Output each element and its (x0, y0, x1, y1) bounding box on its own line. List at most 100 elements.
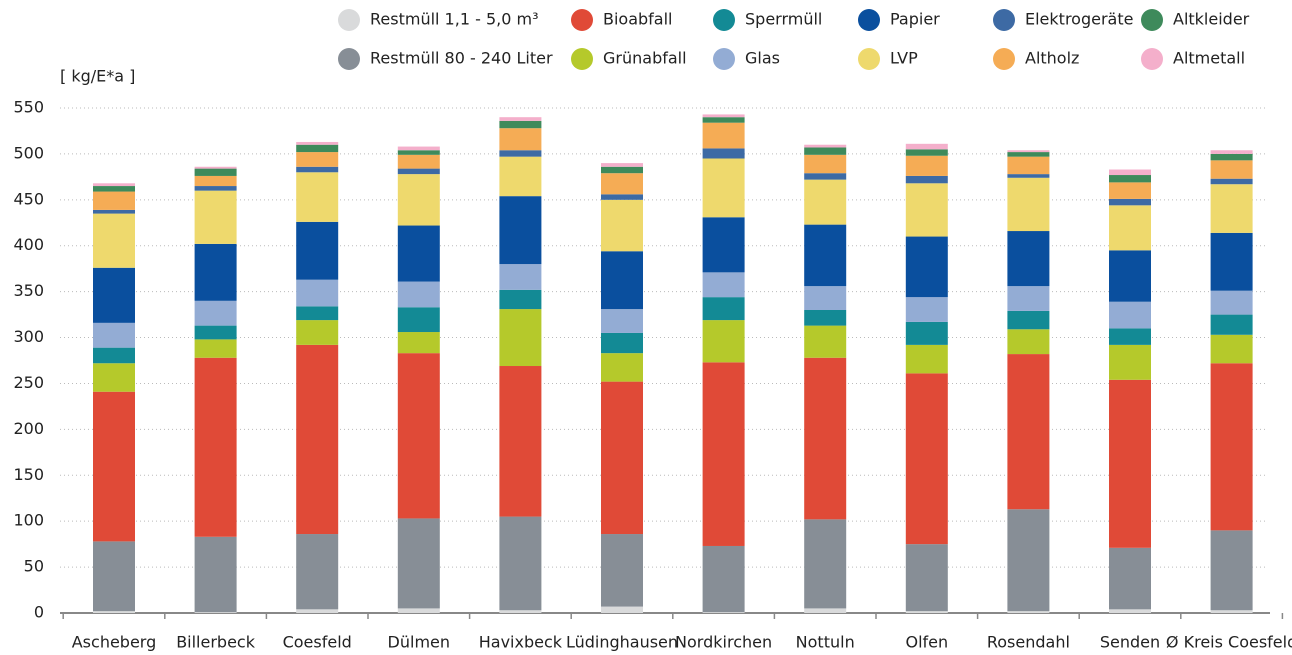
bar-segment (194, 166, 237, 169)
bar-segment (1109, 547, 1151, 610)
x-tick-label: Rosendahl (987, 633, 1070, 652)
bar-segment (804, 608, 847, 613)
bar-segment (905, 236, 948, 298)
bar-segment (499, 309, 542, 367)
bar-segment (1210, 290, 1253, 315)
legend-label: Sperrmüll (745, 10, 822, 29)
x-tick-label: Ø Kreis Coesfeld (1166, 633, 1292, 652)
bar-segment (93, 191, 135, 210)
bar-segment (601, 534, 643, 607)
bar-segment (1109, 182, 1151, 199)
bar-segment (194, 357, 237, 537)
y-tick-label: 550 (13, 98, 44, 117)
bar-segment (499, 196, 542, 265)
bar-segment (93, 213, 135, 268)
x-tick-label: Coesfeld (283, 633, 352, 652)
bar-segment (905, 373, 948, 545)
bar-segment (397, 608, 440, 613)
bar-segment (296, 306, 339, 321)
bar-segment (905, 155, 948, 176)
bar-segment (499, 516, 542, 611)
bar-segment (1109, 301, 1151, 329)
legend-swatch (338, 9, 360, 31)
legend-swatch (338, 48, 360, 70)
bar-segment (804, 154, 847, 174)
y-tick-label: 500 (13, 143, 44, 162)
bar-segment (905, 183, 948, 237)
legend-swatch (858, 9, 880, 31)
bar-segment (397, 225, 440, 282)
bar-segment (702, 158, 745, 218)
bar-segment (601, 381, 643, 535)
bar-segment (296, 152, 339, 167)
bar-segment (499, 117, 542, 121)
y-tick-label: 350 (13, 281, 44, 300)
y-tick-label: 0 (34, 603, 44, 622)
legend-label: Papier (890, 10, 940, 29)
legend-swatch (713, 48, 735, 70)
bar-segment (296, 144, 339, 153)
bar-segment (905, 297, 948, 322)
bar-segment (93, 541, 135, 612)
bar-segment (1109, 198, 1151, 206)
bar-segment (905, 611, 948, 613)
bar-segment (499, 150, 542, 157)
bar-segment (1007, 152, 1050, 157)
bar-segment (296, 534, 339, 610)
bar-segment (1210, 530, 1253, 611)
bar-segment (905, 321, 948, 345)
legend-label: Restmüll 1,1 - 5,0 m³ (370, 10, 538, 29)
bar-segment (194, 612, 237, 613)
bar-segment (194, 536, 237, 613)
bar-segment (804, 357, 847, 520)
x-tick-label: Billerbeck (176, 633, 256, 652)
bar-segment (296, 141, 339, 145)
bar-segment (1109, 379, 1151, 548)
bar-segment (1109, 328, 1151, 345)
bar-segment (601, 173, 643, 195)
bar-segment (194, 339, 237, 358)
bar-segment (804, 173, 847, 180)
bar-segment (194, 186, 237, 191)
bar-segment (1109, 344, 1151, 380)
x-tick-label: Dülmen (388, 633, 450, 652)
bar-segment (702, 362, 745, 546)
bar-segment (702, 122, 745, 149)
bar-segment (702, 117, 745, 123)
legend-label: Grünabfall (603, 49, 687, 68)
bar-segment (93, 267, 135, 323)
bar-segment (499, 289, 542, 310)
bar-segment (194, 175, 237, 187)
y-axis-label: [ kg/E*a ] (60, 67, 135, 86)
bar-segment (804, 179, 847, 225)
x-tick-label: Olfen (905, 633, 948, 652)
bar-segment (1007, 611, 1050, 613)
bar-segment (702, 320, 745, 363)
legend-label: Restmüll 80 - 240 Liter (370, 49, 553, 68)
bar-segment (1210, 363, 1253, 531)
bar-segment (397, 146, 440, 151)
bar-segment (905, 143, 948, 150)
bar-segment (397, 150, 440, 155)
bar-segment (194, 300, 237, 326)
bar-segment (296, 279, 339, 307)
bar-segment (296, 320, 339, 345)
bar-segment (601, 251, 643, 310)
bar-segment (93, 322, 135, 348)
bar-segment (1109, 169, 1151, 176)
legend-label: Altholz (1025, 49, 1079, 68)
bar-segment (296, 172, 339, 222)
bar-segment (1109, 175, 1151, 183)
bar-segment (1109, 205, 1151, 251)
bar-segment (1109, 609, 1151, 613)
bar-segment (804, 519, 847, 609)
bar-segment (1007, 509, 1050, 612)
bar-segment (397, 168, 440, 175)
bar-segment (1210, 178, 1253, 185)
bar-segment (702, 272, 745, 298)
bar-segment (1007, 310, 1050, 330)
legend-label: LVP (890, 49, 918, 68)
bar-segment (702, 545, 745, 613)
bar-segment (1007, 329, 1050, 355)
